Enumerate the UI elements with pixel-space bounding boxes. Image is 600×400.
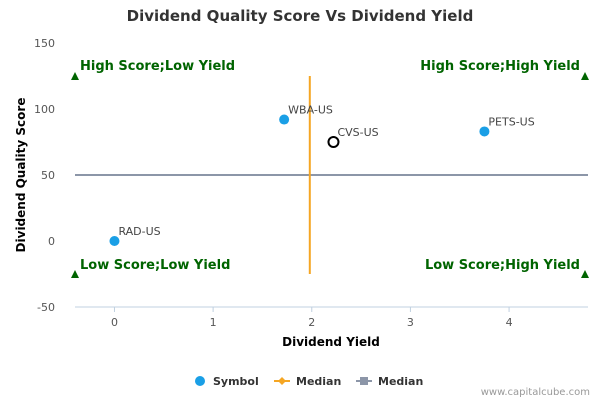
x-tick-label: 0 (111, 316, 118, 329)
data-point[interactable] (327, 136, 340, 148)
y-tick-label: 0 (48, 235, 55, 248)
chart-title: Dividend Quality Score Vs Dividend Yield (127, 7, 474, 25)
legend-diamond-marker (278, 377, 286, 385)
data-point-label: RAD-US (118, 225, 160, 238)
data-point[interactable] (479, 126, 490, 137)
x-axis-ticks: 0 1 2 3 4 (111, 307, 513, 329)
x-tick-label: 2 (308, 316, 315, 329)
y-tick-label: 100 (34, 103, 55, 116)
credit-text: www.capitalcube.com (481, 387, 590, 398)
quadrant-label-top-left: High Score;Low Yield (80, 59, 235, 74)
quadrant-markers (71, 72, 589, 278)
quadrant-marker-top-right (581, 72, 589, 80)
data-point[interactable] (279, 114, 290, 125)
quadrant-marker-bottom-right (581, 270, 589, 278)
y-tick-label: 150 (34, 37, 55, 50)
legend-label-median-y: Median (378, 375, 423, 388)
legend-item-median-y[interactable]: Median (356, 375, 423, 388)
quadrant-marker-top-left (71, 72, 79, 80)
data-point-label: PETS-US (488, 115, 534, 128)
x-tick-label: 4 (506, 316, 513, 329)
y-axis-title: Dividend Quality Score (14, 98, 28, 253)
quadrant-label-bottom-left: Low Score;Low Yield (80, 258, 230, 273)
quadrant-label-top-right: High Score;High Yield (420, 59, 580, 74)
data-point[interactable] (109, 236, 120, 246)
quadrant-label-bottom-right: Low Score;High Yield (425, 258, 580, 273)
x-axis-title: Dividend Yield (282, 335, 380, 349)
quadrant-marker-bottom-left (71, 270, 79, 278)
x-tick-label: 1 (210, 316, 217, 329)
legend-label-median-x: Median (296, 375, 341, 388)
data-point-label: CVS-US (337, 126, 378, 139)
legend-circle-marker (195, 376, 205, 386)
data-points: WBA-US CVS-US PETS-US RAD-US (109, 104, 535, 246)
legend-item-symbol[interactable]: Symbol (195, 375, 259, 388)
x-tick-label: 3 (407, 316, 414, 329)
legend: Symbol Median Median (195, 375, 423, 388)
y-tick-label: -50 (37, 301, 55, 314)
legend-label-symbol: Symbol (213, 375, 259, 388)
legend-item-median-x[interactable]: Median (274, 375, 341, 388)
data-point-label: WBA-US (288, 104, 333, 117)
y-axis-ticks: -50 0 50 100 150 (34, 37, 55, 314)
legend-square-marker (360, 377, 368, 385)
y-tick-label: 50 (41, 169, 55, 182)
